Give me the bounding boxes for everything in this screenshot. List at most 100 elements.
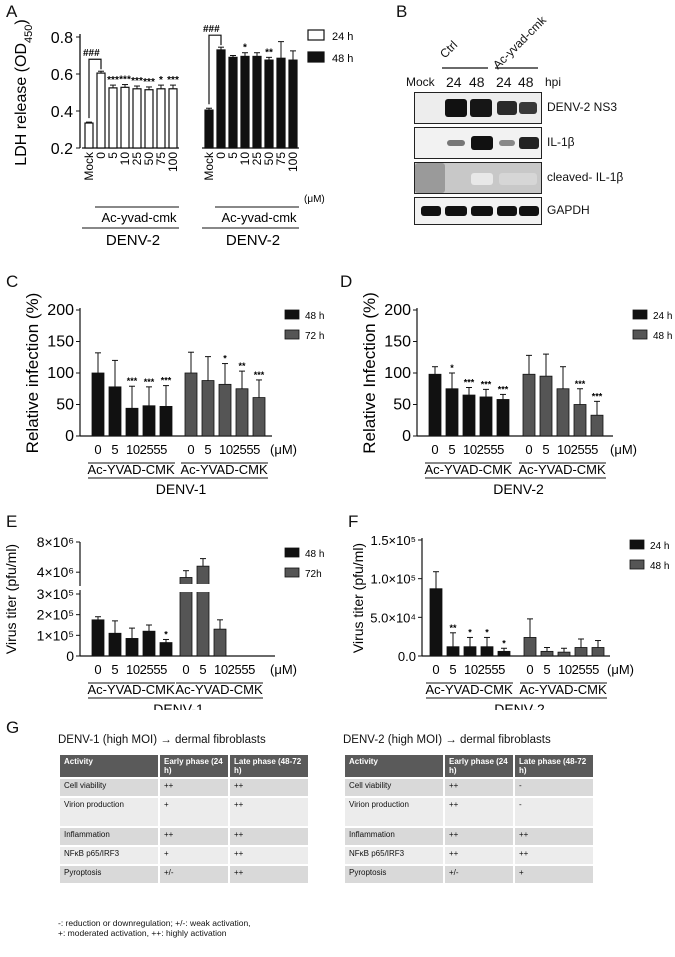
y-tick-label: 1.5×10⁵ (370, 533, 416, 548)
panel-d-label: D (340, 272, 353, 291)
table-row: Cell viability ++ ++ (58, 777, 310, 798)
significance-mark: * (450, 363, 454, 373)
significance-mark: ** (238, 361, 246, 371)
blot-il1b-label: IL-1β (547, 135, 575, 149)
y-tick-label: 4×10⁶ (37, 564, 74, 580)
bar (264, 59, 274, 149)
significance-mark: *** (498, 384, 509, 394)
y-tick-label: 200 (47, 302, 74, 319)
drug-label: Ac-YVAD-CMK (181, 462, 268, 477)
x-tick-label: 0 (431, 442, 438, 457)
hash-mark: ### (83, 48, 100, 59)
significance-mark: *** (254, 370, 265, 380)
legend-label: 48 h (305, 311, 324, 322)
table-denv2: Activity Early phase (24 h) Late phase (… (343, 753, 595, 885)
significance-mark: *** (127, 376, 138, 386)
footnote-line: -: reduction or downregulation; +/-: wea… (58, 918, 251, 928)
y-axis-title-close: ) (13, 19, 30, 24)
bar (539, 375, 553, 437)
bar (445, 388, 459, 437)
significance-mark: ** (265, 47, 273, 58)
y-tick-label: 100 (384, 365, 411, 382)
x-tick-label: 102555 (219, 442, 260, 457)
x-tick-label: 5 (111, 662, 118, 677)
y-tick-label: 3×10⁵ (37, 586, 74, 602)
significance-mark: *** (167, 75, 179, 86)
bar (216, 49, 226, 149)
bar (91, 619, 105, 657)
bar (522, 373, 536, 437)
bar (479, 396, 493, 437)
y-tick-label: 150 (384, 334, 411, 351)
table-row: NFκB p65/IRF3 ++ ++ (343, 845, 595, 866)
footnote-line: +: moderated activation, ++: highly acti… (58, 928, 227, 938)
axis-break-gap (175, 584, 225, 592)
panel-a-label: A (6, 2, 18, 21)
y-tick-label: 0.4 (51, 104, 73, 121)
table-row: Virion production + ++ (58, 796, 310, 828)
drug-label: Ac-yvad-cmk (221, 210, 297, 225)
x-tick-label: 102555 (214, 662, 255, 677)
panel-f-label: F (348, 512, 359, 531)
significance-mark: *** (481, 379, 492, 389)
blot-cleaved-il1b (414, 162, 542, 194)
bar (204, 109, 214, 149)
blot-group-lines (442, 67, 538, 69)
blot-lane-drug-24: 24 (496, 74, 512, 90)
significance-mark: *** (119, 75, 131, 86)
bar (218, 383, 232, 437)
y-tick-label: 150 (47, 334, 74, 351)
bar (591, 647, 605, 657)
bar (496, 399, 510, 437)
y-tick-label: 1×10⁵ (37, 627, 74, 643)
x-tick-label: 75 (274, 152, 288, 166)
table-header: Late phase (48-72 h) (228, 753, 310, 779)
x-tick-label: 25 (250, 152, 264, 166)
table-row: Inflammation ++ ++ (343, 826, 595, 847)
legend-swatch (629, 559, 645, 570)
blot-lane-mock: Mock (406, 75, 435, 89)
significance-mark: *** (575, 379, 586, 389)
table-row: Cell viability ++ - (343, 777, 595, 798)
y-tick-label: 0 (402, 428, 411, 445)
x-tick-label: 0 (432, 662, 439, 677)
x-tick-label: Mock (202, 151, 216, 181)
bar (108, 632, 122, 657)
panel-g-label: G (6, 718, 20, 737)
x-tick-label: 102555 (464, 662, 505, 677)
bar (228, 56, 238, 149)
x-tick-label: 50 (262, 152, 276, 166)
bar (557, 651, 571, 657)
bar (120, 86, 130, 149)
y-tick-label: 0.2 (51, 141, 73, 158)
x-tick-label: 0 (94, 662, 101, 677)
virus-label: DENV-2 (106, 232, 160, 249)
table-header: Activity (58, 753, 160, 779)
x-tick-label: 5 (226, 152, 240, 159)
blot-ns3 (414, 92, 542, 124)
bar (142, 630, 156, 657)
virus-label: DENV-1 (156, 481, 207, 495)
bar (235, 388, 249, 437)
bar (159, 405, 173, 437)
y-axis-title-subscript: 450 (23, 25, 35, 43)
y-tick-label: 0 (66, 648, 74, 664)
legend-label: 24 h (332, 31, 353, 43)
significance-mark: * (468, 627, 472, 637)
drug-label: Ac-YVAD-CMK (520, 682, 607, 697)
significance-mark: *** (464, 377, 475, 387)
bar (96, 72, 106, 149)
table-denv1-title: DENV-1 (high MOI) → dermal fibroblasts (58, 734, 266, 746)
virus-label: DENV-2 (226, 232, 280, 249)
x-tick-label: 0 (214, 152, 228, 159)
y-tick-label: 0.0 (398, 649, 416, 664)
table-header: Activity (343, 753, 445, 779)
x-tick-label: 10 (118, 152, 132, 166)
blot-gapdh-label: GAPDH (547, 203, 590, 217)
y-tick-label: 0.8 (51, 30, 73, 47)
panel-b-label: B (396, 2, 408, 21)
x-tick-label: 102555 (126, 442, 167, 457)
bar (480, 646, 494, 657)
